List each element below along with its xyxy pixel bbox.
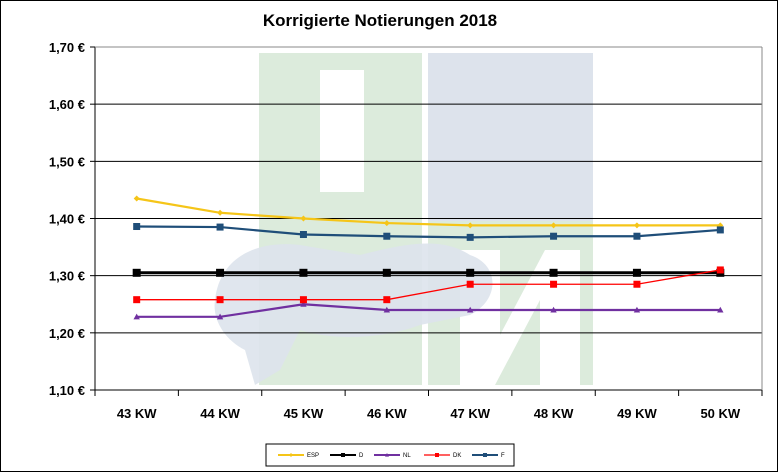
legend-marker xyxy=(385,453,389,457)
data-point-esp xyxy=(633,222,640,229)
legend-label: F xyxy=(501,453,505,459)
x-tick-label: 48 KW xyxy=(534,406,574,421)
y-tick-label: 1,10 € xyxy=(49,383,85,398)
data-point-f xyxy=(466,233,474,241)
y-tick-label: 1,70 € xyxy=(49,40,85,55)
data-point-esp xyxy=(300,215,307,222)
legend-item-dk: DK xyxy=(424,453,461,459)
y-tick-label: 1,20 € xyxy=(49,326,85,341)
x-tick-label: 44 KW xyxy=(200,406,240,421)
data-point-d xyxy=(466,268,475,277)
data-point-dk xyxy=(466,280,474,288)
logo-blue-top xyxy=(428,53,593,221)
legend-item-esp: ESP xyxy=(278,453,319,459)
data-point-f xyxy=(383,232,391,240)
data-point-f xyxy=(633,232,641,240)
x-tick-label: 46 KW xyxy=(367,406,407,421)
legend: ESP D NL DK F xyxy=(265,443,515,467)
legend-label: D xyxy=(359,453,364,459)
series-nl xyxy=(133,301,724,320)
data-point-nl xyxy=(133,313,140,320)
legend-item-d: D xyxy=(330,453,364,459)
series-line-dk xyxy=(136,269,721,301)
x-tick-label: 49 KW xyxy=(617,406,657,421)
series-dk xyxy=(133,266,724,304)
data-point-f xyxy=(133,223,141,231)
data-point-nl xyxy=(466,306,474,313)
data-point-nl xyxy=(216,313,224,320)
legend-item-nl: NL xyxy=(374,453,411,459)
y-tick-label: 1,40 € xyxy=(49,212,85,227)
data-point-dk xyxy=(383,296,391,304)
data-point-d xyxy=(132,268,141,277)
data-point-dk xyxy=(299,296,307,304)
legend-marker xyxy=(341,453,345,457)
series-f xyxy=(133,223,724,241)
data-point-nl xyxy=(383,306,391,313)
data-point-esp xyxy=(383,220,390,227)
data-point-nl xyxy=(717,306,724,313)
data-point-dk xyxy=(716,266,724,274)
logo-letter-i xyxy=(320,70,364,192)
data-point-d xyxy=(216,268,225,277)
data-point-d xyxy=(632,268,641,277)
data-point-d xyxy=(382,268,391,277)
chart-title: Korrigierte Notierungen 2018 xyxy=(263,11,497,30)
legend-item-f: F xyxy=(472,453,505,459)
x-tick-label: 50 KW xyxy=(700,406,740,421)
legend-marker xyxy=(483,453,487,457)
data-point-f xyxy=(550,232,558,240)
legend-label: ESP xyxy=(307,453,319,459)
legend-marker xyxy=(289,453,293,457)
isn-logo-watermark xyxy=(214,53,593,385)
data-point-dk xyxy=(133,296,141,304)
data-point-nl xyxy=(550,306,557,313)
y-tick-label: 1,30 € xyxy=(49,269,85,284)
data-point-f xyxy=(216,223,224,231)
legend-label: DK xyxy=(453,453,461,459)
data-point-esp xyxy=(133,195,140,202)
series-line-nl xyxy=(136,303,721,318)
data-point-d xyxy=(549,268,558,277)
legend-marker xyxy=(435,453,439,457)
x-tick-label: 43 KW xyxy=(117,406,157,421)
data-point-nl xyxy=(633,306,641,313)
data-point-esp xyxy=(550,222,557,229)
data-point-esp xyxy=(467,222,474,229)
y-tick-label: 1,60 € xyxy=(49,97,85,112)
x-tick-label: 47 KW xyxy=(450,406,490,421)
series-line-esp xyxy=(136,197,721,227)
data-point-nl xyxy=(300,301,307,307)
data-point-d xyxy=(299,268,308,277)
logo-pig-silhouette xyxy=(214,243,493,385)
series-line-f xyxy=(136,225,721,239)
legend-label: NL xyxy=(403,453,411,459)
data-point-f xyxy=(716,226,724,234)
data-point-f xyxy=(299,231,307,239)
y-tick-label: 1,50 € xyxy=(49,154,85,169)
data-point-dk xyxy=(633,280,641,288)
data-point-dk xyxy=(216,296,224,304)
data-point-esp xyxy=(217,209,224,216)
data-point-dk xyxy=(550,280,558,288)
x-tick-label: 45 KW xyxy=(284,406,324,421)
